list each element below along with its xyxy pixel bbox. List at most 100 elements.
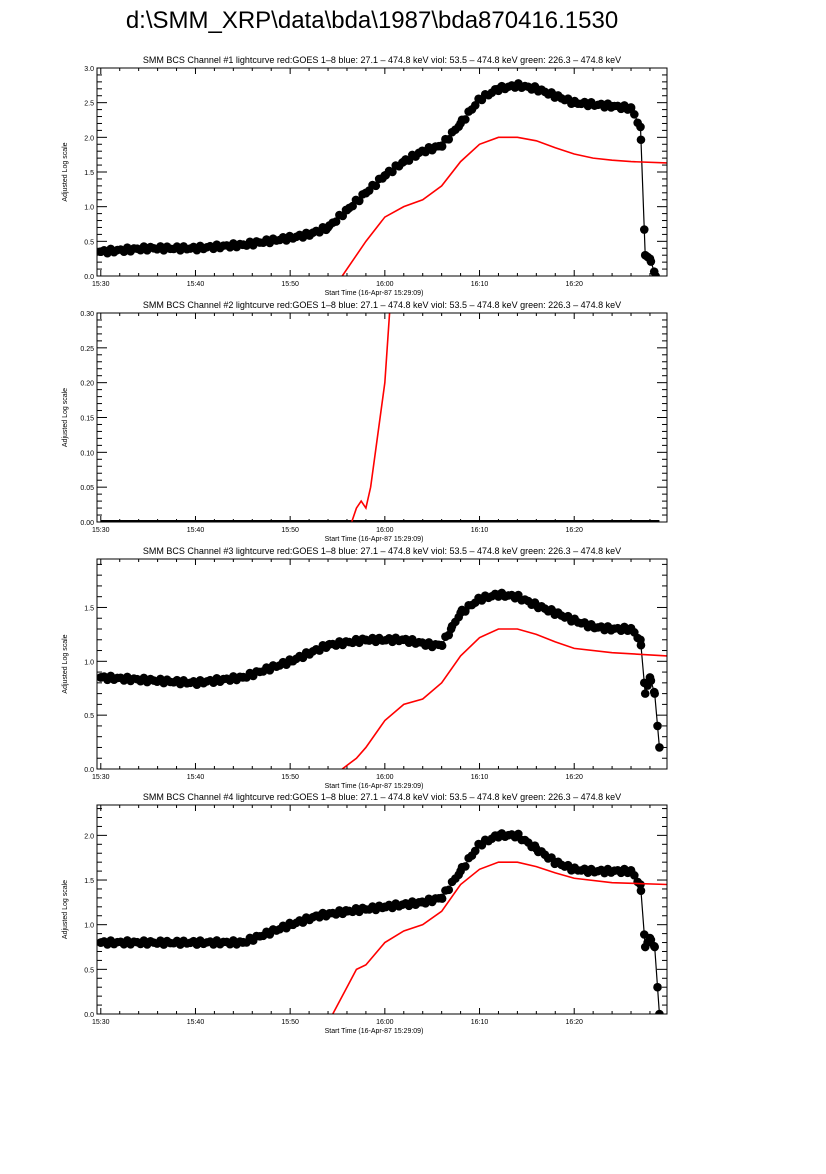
- bcs-data-point: [427, 640, 437, 650]
- bcs-data-point: [588, 866, 598, 876]
- y-tick-label: 0.05: [80, 485, 94, 492]
- bcs-data-point: [143, 243, 153, 253]
- bcs-data-point: [532, 84, 541, 94]
- bcs-data-point: [371, 181, 381, 191]
- x-tick-label: 15:50: [281, 527, 299, 534]
- bcs-data-point: [238, 673, 248, 682]
- bcs-data-point: [636, 886, 646, 896]
- bcs-data-point: [331, 217, 341, 226]
- bcs-data-point: [645, 673, 655, 682]
- bcs-data-point: [475, 94, 484, 104]
- panel-title: SMM BCS Channel #4 lightcurve red:GOES 1…: [143, 792, 621, 802]
- bcs-data-point: [238, 240, 248, 250]
- bcs-data-point: [655, 743, 664, 752]
- x-tick-label: 16:10: [471, 1019, 489, 1026]
- plot-frame: [96, 312, 668, 523]
- panel-1: SMM BCS Channel #1 lightcurve red:GOES 1…: [62, 55, 668, 297]
- x-tick-label: 15:50: [281, 774, 299, 781]
- y-tick-label: 1.5: [84, 605, 94, 612]
- bcs-data-point: [361, 188, 371, 198]
- x-tick-label: 16:00: [376, 1019, 394, 1026]
- bcs-data-point: [640, 689, 650, 698]
- y-axis-label: Adjusted Log scale: [62, 142, 69, 201]
- y-tick-label: 0.25: [80, 346, 94, 353]
- y-tick-label: 3.0: [84, 66, 94, 73]
- y-tick-label: 0.30: [80, 311, 94, 318]
- y-axis-label: Adjusted Log scale: [62, 388, 69, 447]
- bcs-data-point: [626, 624, 636, 634]
- bcs-data-point: [588, 622, 598, 632]
- panel-2: SMM BCS Channel #2 lightcurve red:GOES 1…: [62, 300, 668, 543]
- x-axis-label: Start Time (16-Apr-87 15:29:09): [325, 783, 424, 790]
- bcs-data-point: [97, 247, 106, 257]
- bcs-data-point: [437, 640, 446, 650]
- panel-title: SMM BCS Channel #1 lightcurve red:GOES 1…: [143, 55, 621, 65]
- bcs-data-point: [636, 880, 645, 889]
- bcs-data-point: [532, 844, 541, 854]
- x-tick-label: 16:20: [565, 281, 583, 288]
- x-tick-label: 16:20: [565, 527, 583, 534]
- bcs-data-point: [456, 608, 465, 618]
- y-tick-label: 1.5: [84, 170, 94, 177]
- bcs-data-point: [314, 911, 323, 921]
- bcs-data-point: [444, 885, 454, 895]
- bcs-data-point: [636, 635, 645, 645]
- bcs-data-point: [456, 119, 465, 128]
- bcs-data-point: [569, 865, 579, 874]
- x-tick-label: 15:30: [92, 774, 110, 781]
- bcs-data-point: [354, 196, 364, 206]
- bcs-data-point: [626, 866, 636, 876]
- plot-frame: [96, 558, 668, 770]
- bcs-data-point: [342, 906, 352, 916]
- bcs-data-point: [513, 81, 522, 90]
- bcs-data-point: [636, 122, 645, 132]
- x-tick-label: 15:40: [187, 774, 205, 781]
- bcs-data-point: [653, 721, 662, 731]
- x-tick-label: 16:10: [471, 774, 489, 781]
- bcs-data-point: [650, 689, 659, 698]
- bcs-data-point: [626, 103, 636, 113]
- series-group: [97, 79, 667, 276]
- bcs-data-point: [285, 920, 295, 929]
- y-tick-label: 1.0: [84, 205, 94, 212]
- bcs-data-point: [191, 678, 200, 688]
- series-group: [97, 829, 667, 1014]
- bcs-data-point: [191, 243, 200, 253]
- x-tick-label: 15:30: [92, 527, 110, 534]
- y-tick-label: 0.5: [84, 239, 94, 246]
- bcs-data-point: [494, 590, 503, 599]
- x-tick-label: 15:50: [281, 281, 299, 288]
- y-tick-label: 0.5: [84, 713, 94, 720]
- bcs-data-point: [651, 271, 660, 276]
- bcs-data-point: [285, 657, 295, 666]
- bcs-data-point: [640, 942, 650, 952]
- x-tick-label: 16:20: [565, 774, 583, 781]
- bcs-data-point: [650, 942, 659, 952]
- x-axis-label: Start Time (16-Apr-87 15:29:09): [325, 536, 424, 543]
- bcs-data-point: [304, 230, 314, 239]
- bcs-data-point: [532, 601, 541, 610]
- panel-title: SMM BCS Channel #2 lightcurve red:GOES 1…: [143, 300, 621, 310]
- y-tick-label: 0.0: [84, 1012, 94, 1019]
- bcs-data-point: [645, 254, 655, 263]
- x-axis-label: Start Time (16-Apr-87 15:29:09): [325, 1028, 424, 1035]
- bcs-data-point: [494, 84, 503, 94]
- x-axis-label: Start Time (16-Apr-87 15:29:09): [325, 290, 424, 297]
- goes-curve: [341, 136, 667, 276]
- y-tick-label: 1.0: [84, 923, 94, 930]
- bcs-data-point: [399, 157, 409, 166]
- x-tick-label: 16:00: [376, 281, 394, 288]
- bcs-data-point: [444, 135, 454, 144]
- bcs-data-point: [437, 893, 446, 903]
- y-tick-label: 0.20: [80, 381, 94, 388]
- bcs-data-point: [550, 857, 560, 867]
- y-tick-label: 0.15: [80, 416, 94, 423]
- bcs-data-point: [418, 146, 428, 156]
- series-group: [97, 588, 667, 769]
- x-tick-label: 16:00: [376, 527, 394, 534]
- y-axis-label: Adjusted Log scale: [62, 634, 69, 693]
- x-tick-label: 15:40: [187, 527, 205, 534]
- y-tick-label: 1.0: [84, 659, 94, 666]
